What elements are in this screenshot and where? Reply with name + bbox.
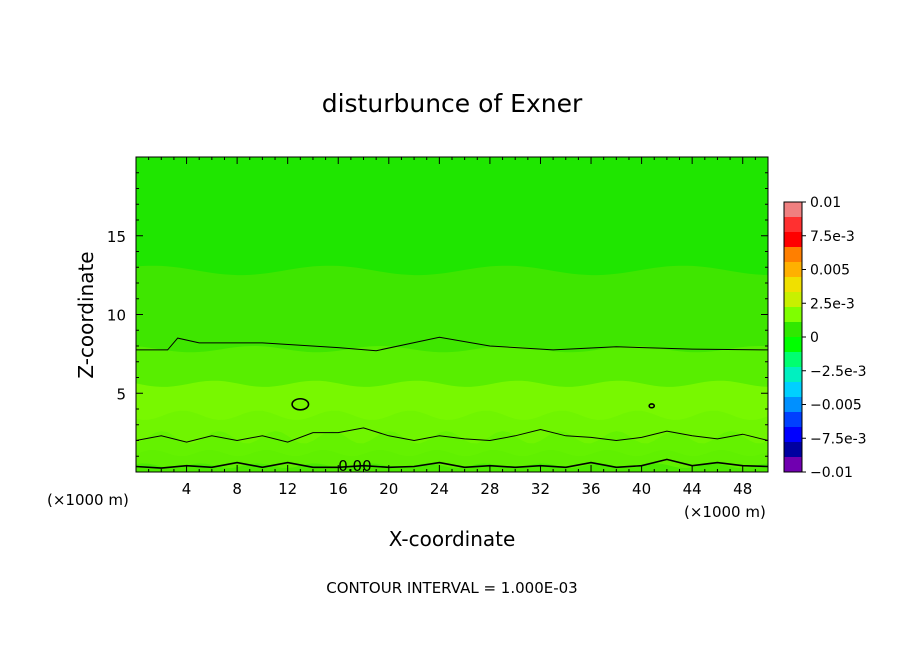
colorbar-label: 0.005 [810, 263, 850, 279]
colorbar-swatch [784, 322, 802, 338]
colorbar-label: −0.005 [810, 398, 862, 414]
x-tick-label: 36 [581, 480, 600, 498]
contour-line [135, 458, 769, 469]
colorbar-swatch [784, 412, 802, 428]
y-tick-label: 10 [107, 307, 126, 325]
contour-ellipse [648, 403, 656, 409]
colorbar-swatch [784, 367, 802, 383]
colorbar-swatch [784, 382, 802, 398]
colorbar-label: −0.01 [810, 465, 853, 481]
colorbar-label: −2.5e-3 [810, 364, 867, 380]
x-tick-label: 44 [683, 480, 702, 498]
contour-ellipse [291, 397, 310, 411]
colorbar: 0.01 7.5e-3 0.005 2.5e-3 0 −2.5e-3 −0.005 −7.5e… [783, 195, 867, 481]
contour-line [136, 336, 769, 352]
x-tick-label: 16 [329, 480, 348, 498]
x-tick-label: 28 [480, 480, 499, 498]
colorbar-swatch [784, 202, 802, 218]
x-unit-left: (×1000 m) [47, 491, 129, 509]
y-tick-label: 5 [116, 385, 126, 403]
contour-interval-note: CONTOUR INTERVAL = 1.000E-03 [326, 579, 577, 597]
x-unit-right: (×1000 m) [684, 503, 766, 521]
x-tick-label: 40 [632, 480, 651, 498]
colorbar-label: −7.5e-3 [810, 431, 867, 447]
colorbar-swatch [784, 457, 802, 473]
x-tick-label: 24 [430, 480, 449, 498]
contour-label: 0.00 [338, 457, 371, 475]
colorbar-swatch [784, 337, 802, 353]
y-tick-label: 15 [107, 228, 126, 246]
colorbar-label: 7.5e-3 [810, 229, 855, 245]
colorbar-swatch [784, 352, 802, 368]
x-axis-label: X-coordinate [389, 527, 516, 551]
colorbar-swatch [784, 397, 802, 413]
colorbar-label: 2.5e-3 [810, 296, 855, 312]
colorbar-label: 0.01 [810, 195, 841, 211]
colorbar-swatch [784, 217, 802, 233]
x-tick-label: 8 [232, 480, 242, 498]
colorbar-swatch [784, 232, 802, 248]
colorbar-label: 0 [810, 330, 819, 346]
x-tick-label: 48 [733, 480, 752, 498]
colorbar-swatch [784, 307, 802, 323]
colorbar-swatch [784, 247, 802, 263]
colorbar-swatch [784, 292, 802, 308]
x-tick-label: 4 [182, 480, 192, 498]
colorbar-swatch [784, 277, 802, 293]
chart-title: disturbunce of Exner [322, 89, 583, 118]
colorbar-swatch [784, 442, 802, 458]
contour-line [135, 427, 769, 443]
x-tick-label: 12 [278, 480, 297, 498]
x-tick-label: 32 [531, 480, 550, 498]
y-axis-label: Z-coordinate [74, 251, 98, 378]
colorbar-swatch [784, 427, 802, 443]
x-tick-label: 20 [379, 480, 398, 498]
colorbar-swatch [784, 262, 802, 278]
